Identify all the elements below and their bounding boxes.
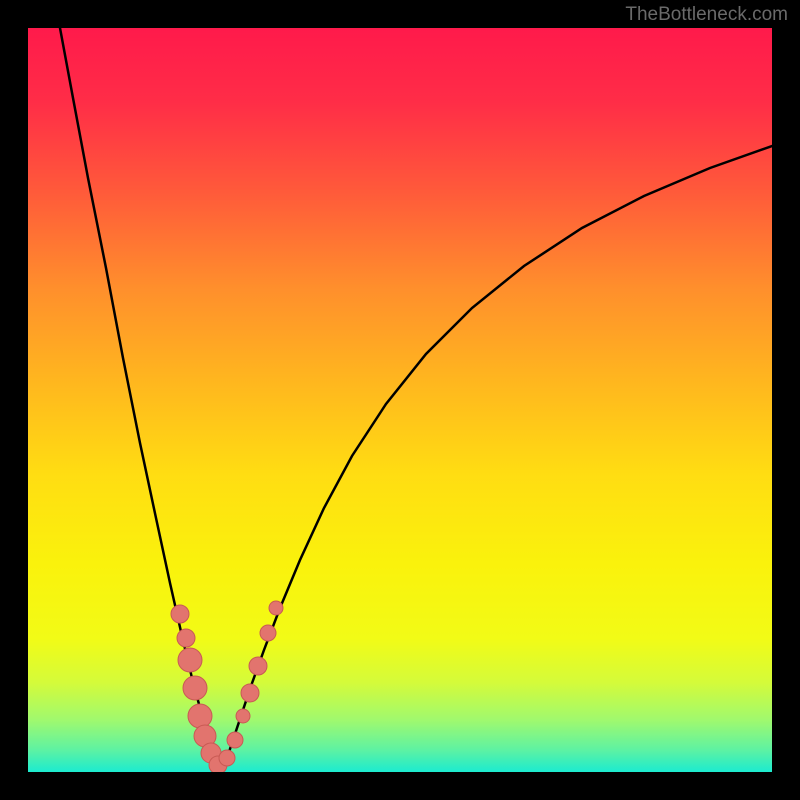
chart-frame: TheBottleneck.com	[0, 0, 800, 800]
watermark-text: TheBottleneck.com	[625, 4, 788, 26]
marker-point	[177, 629, 195, 647]
marker-point	[178, 648, 202, 672]
data-markers	[171, 601, 283, 772]
marker-point	[249, 657, 267, 675]
marker-point	[188, 704, 212, 728]
marker-point	[183, 676, 207, 700]
marker-point	[260, 625, 276, 641]
marker-point	[171, 605, 189, 623]
marker-point	[241, 684, 259, 702]
marker-point	[236, 709, 250, 723]
plot-area	[28, 28, 772, 772]
marker-point	[269, 601, 283, 615]
marker-point	[227, 732, 243, 748]
curve-right-branch	[221, 146, 772, 772]
marker-point	[219, 750, 235, 766]
bottleneck-curve-layer	[28, 28, 772, 772]
